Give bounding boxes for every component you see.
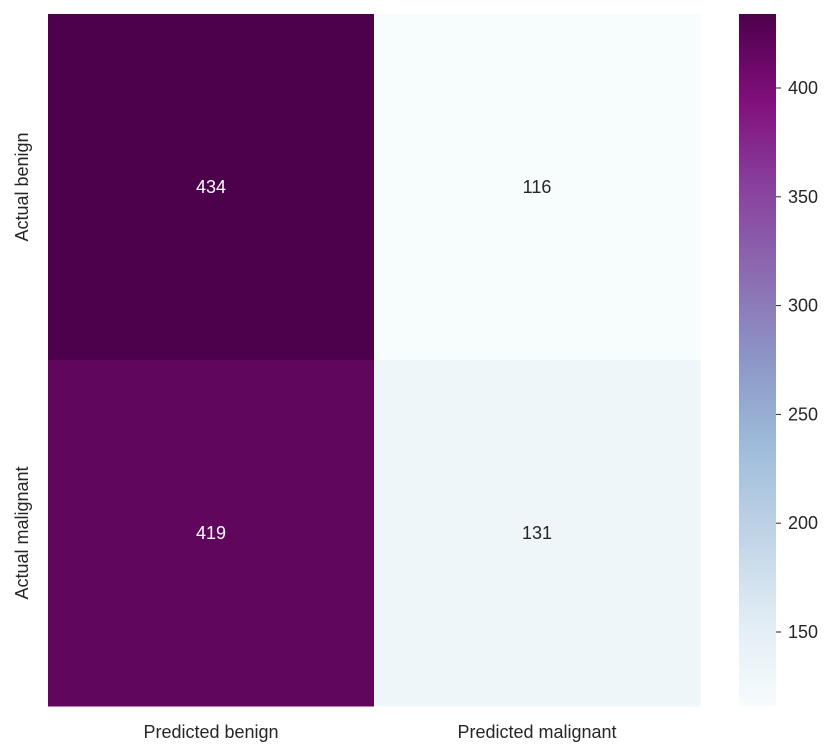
colorbar-tick-label-2: 250 xyxy=(788,404,818,424)
colorbar: 150 200 250 300 350 400 xyxy=(739,14,818,706)
colorbar-tick-labels: 150 200 250 300 350 400 xyxy=(776,78,818,642)
cell-value-label-r1-c0: 419 xyxy=(196,523,226,543)
x-tick-label-0: Predicted benign xyxy=(143,722,278,742)
colorbar-tick-label-1: 200 xyxy=(788,513,818,533)
colorbar-tick-label-5: 400 xyxy=(788,78,818,98)
colorbar-tick-label-0: 150 xyxy=(788,622,818,642)
heatmap-cell-r0-c0 xyxy=(48,14,375,361)
heatmap-grid: 434 116 419 131 xyxy=(48,14,701,707)
x-axis-tick-labels: Predicted benign Predicted malignant xyxy=(143,722,616,742)
y-tick-label-1: Actual malignant xyxy=(12,466,32,599)
cell-value-label-r0-c0: 434 xyxy=(196,177,226,197)
cell-value-label-r0-c1: 116 xyxy=(523,177,552,197)
colorbar-tick-label-3: 300 xyxy=(788,296,818,316)
heatmap-cell-r1-c1 xyxy=(374,360,701,707)
heatmap-cell-r0-c1 xyxy=(374,14,701,361)
y-axis-tick-labels: Actual benign Actual malignant xyxy=(12,132,32,599)
heatmap-cell-r1-c0 xyxy=(48,360,375,707)
colorbar-tick-label-4: 350 xyxy=(788,187,818,207)
cell-value-label-r1-c1: 131 xyxy=(522,523,552,543)
y-tick-label-0: Actual benign xyxy=(12,132,32,241)
colorbar-gradient xyxy=(739,14,776,706)
x-tick-label-1: Predicted malignant xyxy=(457,722,616,742)
